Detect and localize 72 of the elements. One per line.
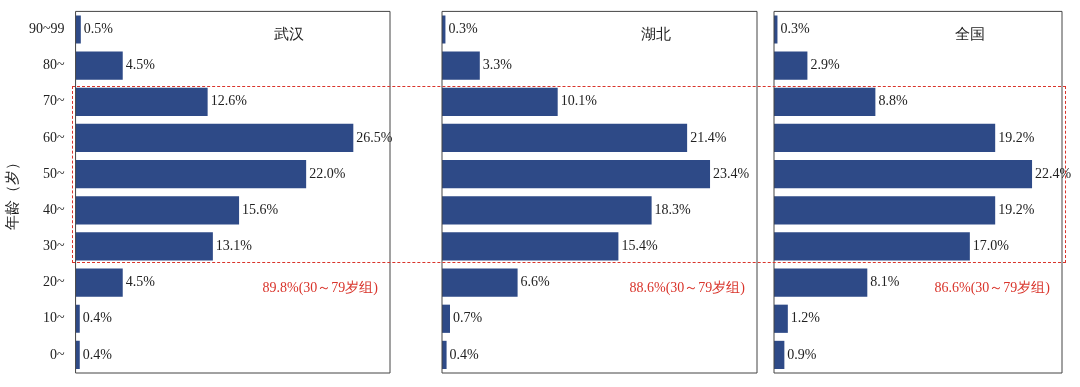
- bar: [75, 160, 307, 189]
- y-tick-label: 30~: [43, 238, 65, 254]
- bar: [75, 123, 354, 153]
- data-label: 21.4%: [690, 129, 727, 145]
- data-label: 23.4%: [713, 165, 750, 181]
- bar: [774, 160, 1033, 189]
- y-tick-label: 70~: [43, 93, 65, 109]
- bar: [75, 51, 123, 80]
- y-tick-label: 40~: [43, 201, 65, 217]
- data-label: 2.9%: [810, 57, 840, 73]
- bar: [774, 51, 808, 80]
- y-tick-label: 50~: [43, 165, 65, 181]
- bar: [442, 123, 688, 153]
- bar: [774, 196, 996, 225]
- bar: [75, 340, 80, 370]
- bar: [774, 304, 788, 333]
- y-tick-label: 90~99: [29, 21, 65, 37]
- annotation: 86.6%(30～79岁组): [934, 279, 1051, 296]
- data-label: 22.4%: [1035, 165, 1072, 181]
- y-tick-label: 10~: [43, 310, 65, 326]
- text: 湖北: [641, 26, 672, 43]
- annotation: 89.8%(30～79岁组): [262, 279, 379, 296]
- bar: [442, 196, 652, 225]
- text: 武汉: [274, 26, 305, 43]
- data-label: 0.4%: [82, 310, 113, 326]
- data-label: 19.2%: [998, 129, 1035, 145]
- bar: [774, 87, 876, 116]
- data-label: 8.1%: [870, 274, 900, 290]
- data-label: 4.5%: [125, 57, 156, 73]
- bar: [774, 232, 970, 261]
- data-label: 15.6%: [242, 201, 279, 217]
- bar: [442, 232, 619, 261]
- data-label: 6.6%: [520, 274, 551, 290]
- y-tick-label: 60~: [43, 129, 65, 145]
- data-label: 26.5%: [356, 129, 393, 145]
- bar: [75, 15, 81, 44]
- bar: [442, 268, 518, 297]
- y-tick-label: 0~: [50, 346, 65, 362]
- bar: [442, 51, 480, 80]
- data-label: 0.7%: [453, 310, 483, 326]
- bar: [75, 232, 213, 261]
- y-tick-label: 20~: [43, 274, 65, 290]
- data-label: 0.9%: [787, 346, 817, 362]
- text: 全国: [954, 26, 985, 43]
- data-label: 0.3%: [448, 21, 478, 37]
- data-label: 8.8%: [878, 93, 908, 109]
- bar: [75, 196, 240, 225]
- data-label: 4.5%: [125, 274, 156, 290]
- data-label: 3.3%: [482, 57, 513, 73]
- data-label: 0.5%: [83, 21, 114, 37]
- data-label: 0.4%: [449, 346, 480, 362]
- bar: [442, 160, 711, 189]
- data-label: 19.2%: [998, 201, 1035, 217]
- y-axis-title: 年龄（岁）: [3, 154, 20, 230]
- data-label: 1.2%: [790, 310, 821, 326]
- data-label: 0.4%: [82, 346, 113, 362]
- bar: [774, 123, 996, 153]
- y-tick-label: 80~: [43, 57, 65, 73]
- data-label: 10.1%: [560, 93, 598, 109]
- data-label: 12.6%: [210, 93, 248, 109]
- data-label: 22.0%: [309, 165, 346, 181]
- data-label: 13.1%: [215, 238, 253, 254]
- bar: [75, 304, 80, 333]
- bar: [442, 87, 558, 116]
- data-label: 15.4%: [621, 238, 658, 254]
- annotation: 88.6%(30～79岁组): [629, 279, 746, 296]
- bar: [75, 87, 208, 116]
- data-label: 18.3%: [654, 201, 692, 217]
- bar: [75, 268, 123, 297]
- bar: [774, 268, 868, 297]
- data-label: 17.0%: [972, 238, 1010, 254]
- data-label: 0.3%: [780, 21, 810, 37]
